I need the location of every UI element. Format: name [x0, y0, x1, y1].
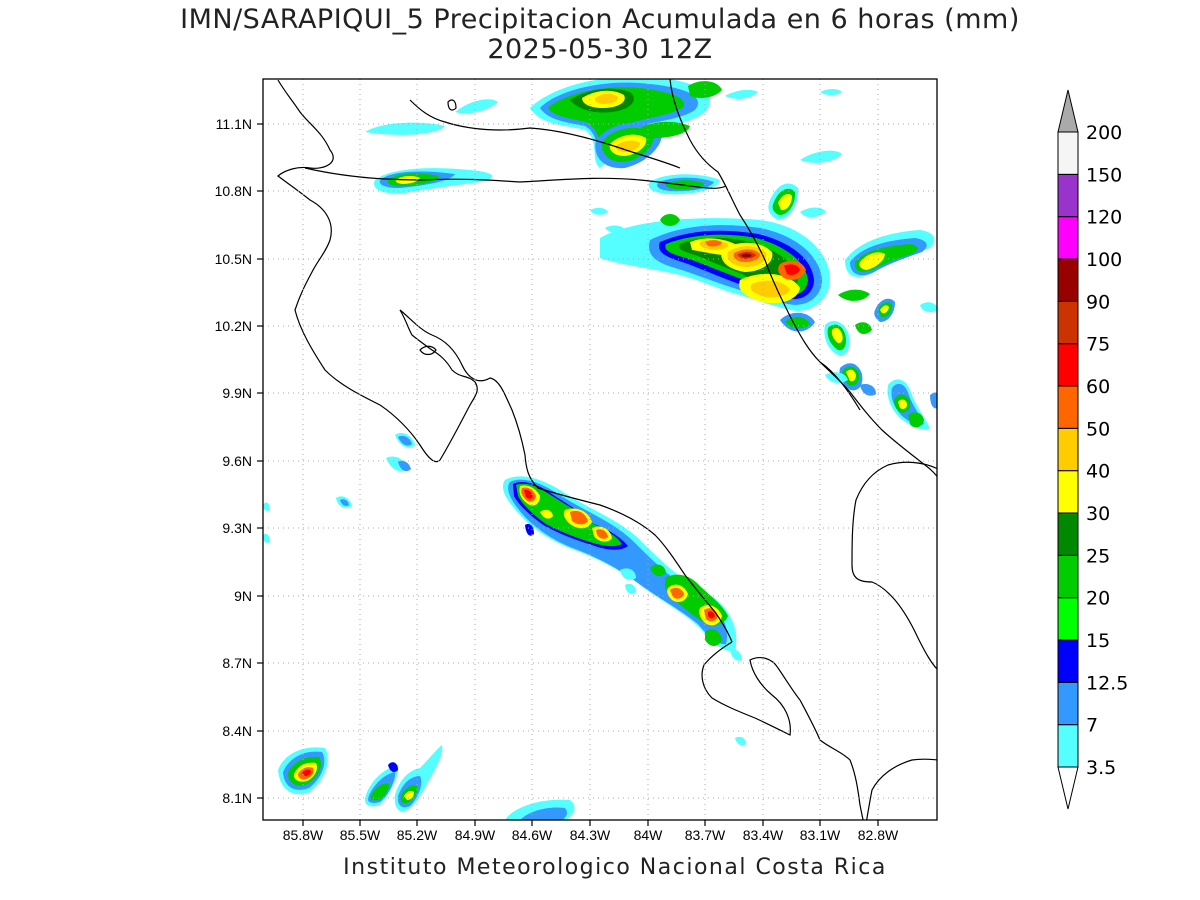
lat-label: 9.3N	[222, 520, 252, 536]
colorbar-swatch	[1057, 724, 1079, 768]
panama-border	[799, 699, 864, 820]
rain-cluster-sarapiqui	[590, 150, 937, 430]
lat-label: 8.4N	[222, 723, 252, 739]
nicaragua-cr-border	[304, 167, 727, 189]
coastlines-borders	[277, 79, 937, 820]
colorbar-swatch	[1057, 131, 1079, 175]
panama-coast	[866, 758, 937, 820]
colorbar-label: 40	[1086, 461, 1110, 483]
colorbar-label: 15	[1086, 630, 1110, 652]
colorbar-label: 25	[1086, 545, 1110, 567]
colorbar-label: 3.5	[1086, 757, 1116, 779]
colorbar-swatch	[1057, 216, 1079, 260]
lon-label: 84W	[634, 827, 664, 843]
rain-cluster-west	[263, 433, 415, 543]
colorbar-label: 20	[1086, 588, 1110, 610]
colorbar-over-triangle	[1057, 89, 1079, 133]
axis-ticks	[257, 123, 879, 826]
colorbar-swatch	[1057, 300, 1079, 345]
colorbar-label: 75	[1086, 334, 1110, 356]
colorbar-swatch	[1057, 343, 1079, 387]
lat-label: 10.8N	[215, 183, 252, 199]
lat-label: 8.7N	[222, 655, 252, 671]
lat-label: 11.1N	[216, 116, 252, 132]
colorbar-swatch	[1057, 173, 1079, 218]
latitude-labels: 11.1N 10.8N 10.5N 10.2N 9.9N 9.6N 9.3N 9…	[215, 116, 252, 806]
colorbar-label: 100	[1086, 249, 1122, 271]
colorbar-label: 7	[1086, 715, 1098, 737]
lon-label: 82.8W	[858, 827, 899, 843]
rain-cluster-pacific	[502, 476, 746, 746]
colorbar-label: 200	[1086, 122, 1122, 144]
lat-label: 9.9N	[222, 385, 252, 401]
map-frame	[262, 78, 938, 821]
map-grid	[263, 79, 937, 820]
bocas-del-toro-coast	[851, 461, 937, 670]
osa-peninsula	[701, 641, 801, 736]
colorbar-label: 150	[1086, 164, 1122, 186]
credit-text: Instituto Meteorologico Nacional Costa R…	[343, 855, 887, 880]
colorbar-swatch	[1057, 681, 1079, 726]
colorbar-label: 50	[1086, 418, 1110, 440]
lon-label: 85.5W	[340, 827, 381, 843]
map-datetime: 2025-05-30 12Z	[487, 34, 713, 65]
precipitation-field	[263, 79, 937, 820]
colorbar-swatch	[1057, 512, 1079, 556]
colorbar-label: 60	[1086, 376, 1110, 398]
colorbar-swatch	[1057, 470, 1079, 514]
colorbar-under-triangle	[1057, 766, 1079, 810]
caribbean-coast	[669, 79, 937, 478]
lat-label: 9.6N	[222, 453, 252, 469]
colorbar-swatch	[1057, 554, 1079, 599]
colorbar-label: 12.5	[1086, 672, 1128, 694]
colorbar-swatch	[1057, 427, 1079, 472]
lon-label: 83.7W	[685, 827, 726, 843]
lon-label: 85.8W	[283, 827, 324, 843]
colorbar-label: 120	[1086, 207, 1122, 229]
lon-label: 83.1W	[800, 827, 841, 843]
rain-cluster-north	[365, 79, 842, 195]
lon-label: 83.4W	[743, 827, 784, 843]
lat-label: 10.2N	[215, 318, 252, 334]
cr-panama-caribbean-border	[819, 361, 861, 411]
nicaragua-coast	[277, 79, 478, 463]
lon-label: 84.6W	[512, 827, 553, 843]
rain-cluster-south	[278, 745, 575, 820]
lon-label: 84.9W	[455, 827, 496, 843]
lake-nicaragua-inlet	[419, 345, 437, 356]
colorbar-swatch	[1057, 639, 1079, 683]
lat-label: 8.1N	[222, 790, 252, 806]
colorbar-swatch	[1057, 385, 1079, 429]
colorbar-label: 30	[1086, 503, 1110, 525]
colorbar-legend: 3.5 7 12.5 15 20 25 30 40 50 60 75 90 100 120 150 200	[1057, 89, 1128, 810]
colorbar-swatch	[1057, 597, 1079, 641]
lon-label: 84.3W	[570, 827, 611, 843]
lon-label: 85.2W	[397, 827, 438, 843]
lat-label: 10.5N	[215, 251, 252, 267]
colorbar-swatch	[1057, 258, 1079, 302]
colorbar-label: 90	[1086, 291, 1110, 313]
map-title: IMN/SARAPIQUI_5 Precipitacion Acumulada …	[180, 4, 1020, 35]
longitude-labels: 85.8W 85.5W 85.2W 84.9W 84.6W 84.3W 84W …	[283, 827, 899, 843]
small-island	[447, 99, 457, 111]
lat-label: 9N	[234, 588, 252, 604]
nicoya-gulf-coast	[399, 309, 733, 643]
san-juan-river	[409, 99, 681, 169]
